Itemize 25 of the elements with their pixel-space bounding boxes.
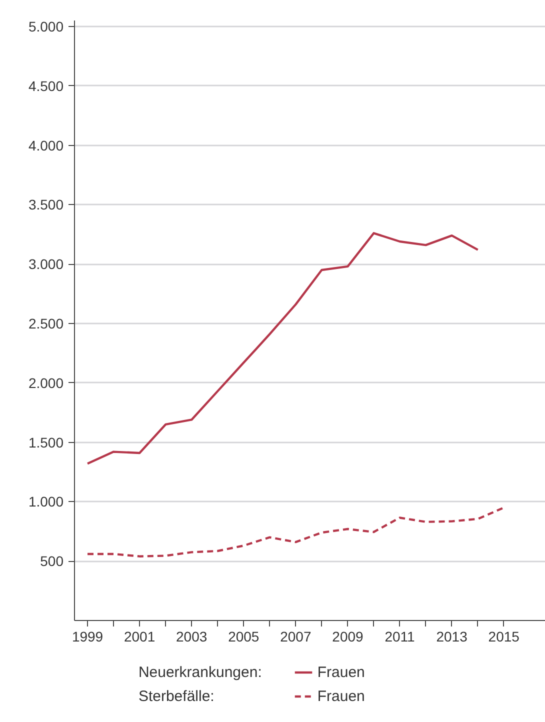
text: Sterbefälle: (138, 688, 214, 705)
text: Neuerkrankungen: (138, 664, 262, 681)
y-tick-label: 500 (40, 553, 64, 570)
y-tick-label: 3.000 (28, 256, 64, 272)
y-tick-label: 5.000 (28, 18, 64, 34)
legend-label: Frauen (317, 664, 365, 681)
x-tick-label: 2009 (332, 628, 364, 644)
y-tick-label: 4.000 (28, 137, 64, 154)
legend-label: Frauen (317, 688, 365, 705)
y-tick-label: 2.500 (28, 315, 64, 332)
x-tick-label: 1999 (72, 628, 104, 644)
x-tick-label: 2011 (384, 628, 416, 644)
x-tick-label: 2003 (176, 628, 208, 644)
y-tick-label: 1.500 (28, 434, 64, 450)
y-tick-label: 3.500 (28, 196, 64, 213)
y-tick-label: 1.000 (28, 494, 64, 510)
x-tick-label: 2005 (228, 628, 260, 644)
x-tick-label: 2001 (124, 628, 156, 644)
y-tick-label: 4.500 (28, 78, 64, 94)
x-tick-label: 2007 (280, 628, 312, 644)
x-tick-label: 2013 (436, 628, 468, 644)
line-series (86, 232, 479, 465)
line-series (86, 506, 505, 558)
x-tick-label: 2015 (488, 628, 520, 644)
y-tick-label: 2.000 (28, 374, 64, 391)
